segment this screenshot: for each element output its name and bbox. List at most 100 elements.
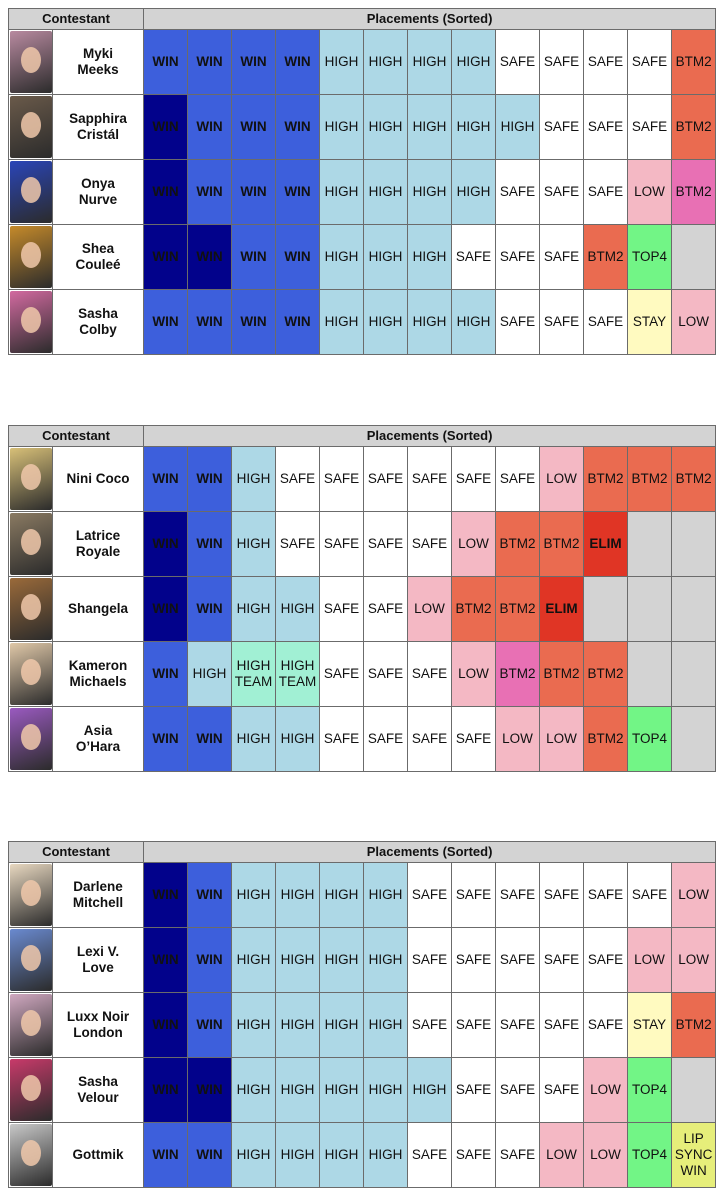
placement-cell: SAFE <box>495 289 541 355</box>
contestant-photo-cell <box>8 1122 53 1188</box>
contestant-name: Kameron Michaels <box>51 641 145 707</box>
placement-cell: HIGH <box>275 1122 321 1188</box>
placement-cell: HIGH <box>407 1057 453 1123</box>
placement-cell: WIN <box>275 159 321 225</box>
contestant-photo <box>9 1124 52 1186</box>
placement-cell: SAFE <box>583 992 629 1058</box>
contestant-row: Myki Meeks WIN WIN WIN WIN HIGH HIGH HIGH HIGH SAF… <box>8 29 717 95</box>
placement-cell: TOP4 <box>627 1122 673 1188</box>
placement-cell: LOW <box>671 927 717 993</box>
contestant-photo-cell <box>8 992 53 1058</box>
contestant-photo <box>9 708 52 770</box>
placement-cell: BTM2 <box>495 641 541 707</box>
placement-cell: SAFE <box>319 446 365 512</box>
contestant-name: Darlene Mitchell <box>51 862 145 928</box>
contestant-name: Luxx Noir London <box>51 992 145 1058</box>
placement-cell: WIN <box>143 641 189 707</box>
placement-cell: BTM2 <box>671 446 717 512</box>
placement-cell: LOW <box>451 641 497 707</box>
contestant-row: Lexi V. Love WIN WIN HIGH HIGH HIGH HIGH SAFE SAF… <box>8 927 717 993</box>
placement-cell <box>671 706 717 772</box>
placement-cell: SAFE <box>495 992 541 1058</box>
placement-cell: HIGH <box>319 862 365 928</box>
placement-cell: BTM2 <box>539 511 585 577</box>
placement-cell: HIGH <box>231 1057 277 1123</box>
placement-cell: BTM2 <box>627 446 673 512</box>
contestant-name: Nini Coco <box>51 446 145 512</box>
placement-cell: WIN <box>275 94 321 160</box>
placement-cell: BTM2 <box>495 511 541 577</box>
placement-cell: SAFE <box>363 641 409 707</box>
placement-cell: LOW <box>671 289 717 355</box>
placement-cell: STAY <box>627 289 673 355</box>
contestant-row: Sapphira Cristál WIN WIN WIN WIN HIGH HIGH HIGH H… <box>8 94 717 160</box>
placement-cell: HIGH <box>275 927 321 993</box>
placement-cell: WIN <box>231 289 277 355</box>
placement-cell: SAFE <box>319 511 365 577</box>
contestant-row: Shangela WIN WIN HIGH HIGH SAFE SAFE LOW BTM2 BTM… <box>8 576 717 642</box>
placement-cell: HIGH <box>451 159 497 225</box>
placement-cell: WIN <box>275 289 321 355</box>
placement-cell: HIGH <box>275 576 321 642</box>
contestant-photo <box>9 96 52 158</box>
contestant-name: Sasha Colby <box>51 289 145 355</box>
placement-cell: HIGH <box>319 992 365 1058</box>
placement-cell: LOW <box>627 927 673 993</box>
placement-cell <box>627 511 673 577</box>
placement-cell: SAFE <box>451 927 497 993</box>
header-row: Contestant Placements (Sorted) <box>7 425 717 447</box>
placement-cell: WIN <box>143 1057 189 1123</box>
placement-cell: WIN <box>187 576 233 642</box>
contestant-photo-cell <box>8 29 53 95</box>
placement-cell <box>627 576 673 642</box>
placement-cell: TOP4 <box>627 706 673 772</box>
contestant-photo <box>9 226 52 288</box>
placement-cell <box>671 511 717 577</box>
contestant-row: Latrice Royale WIN WIN HIGH SAFE SAFE SAFE SAFE L… <box>8 511 717 577</box>
placement-cell: BTM2 <box>583 706 629 772</box>
placement-cell: HIGH <box>363 1057 409 1123</box>
contestant-row: Kameron Michaels WIN HIGH HIGH TEAM HIGH TEAM SA… <box>8 641 717 707</box>
placement-cell: SAFE <box>451 1122 497 1188</box>
placement-cell: SAFE <box>363 511 409 577</box>
placement-cell: WIN <box>187 446 233 512</box>
contestant-row: Asia O’Hara WIN WIN HIGH HIGH SAFE SAFE SAFE SAFE… <box>8 706 717 772</box>
placement-cell: SAFE <box>363 446 409 512</box>
placement-cell: BTM2 <box>583 641 629 707</box>
contestant-photo <box>9 513 52 575</box>
placement-cell: SAFE <box>539 29 585 95</box>
contestant-photo <box>9 161 52 223</box>
placement-cell: SAFE <box>407 862 453 928</box>
placement-cell <box>671 224 717 290</box>
placement-cell: SAFE <box>539 289 585 355</box>
placement-cell: HIGH <box>187 641 233 707</box>
placement-cell: SAFE <box>539 992 585 1058</box>
placement-cell: WIN <box>143 862 189 928</box>
placements-table-2: Contestant Placements (Sorted) Nini Coco WI… <box>7 425 717 772</box>
placement-cell: HIGH <box>363 927 409 993</box>
placement-cell: HIGH <box>319 224 365 290</box>
placement-cell: HIGH <box>451 289 497 355</box>
contestant-row: Luxx Noir London WIN WIN HIGH HIGH HIGH HIGH SAF… <box>8 992 717 1058</box>
placement-cell: BTM2 <box>583 446 629 512</box>
contestant-name: Shea Couleé <box>51 224 145 290</box>
placement-cell: BTM2 <box>583 224 629 290</box>
placement-cell: HIGH <box>231 511 277 577</box>
placement-cell: SAFE <box>583 159 629 225</box>
placement-cell <box>671 1057 717 1123</box>
placement-cell: SAFE <box>583 94 629 160</box>
contestant-photo <box>9 929 52 991</box>
placement-cell: SAFE <box>407 446 453 512</box>
placement-cell: SAFE <box>363 706 409 772</box>
placement-cell: HIGH <box>319 159 365 225</box>
placement-cell: HIGH TEAM <box>231 641 277 707</box>
contestant-name: Asia O’Hara <box>51 706 145 772</box>
placement-cell: HIGH <box>363 159 409 225</box>
placement-cell: BTM2 <box>451 576 497 642</box>
placement-cell: HIGH <box>319 289 365 355</box>
placement-cell: HIGH <box>275 992 321 1058</box>
placement-cell: WIN <box>143 927 189 993</box>
placement-cell: SAFE <box>627 29 673 95</box>
placement-cell <box>671 641 717 707</box>
contestant-row: Darlene Mitchell WIN WIN HIGH HIGH HIGH HIGH SAF… <box>8 862 717 928</box>
